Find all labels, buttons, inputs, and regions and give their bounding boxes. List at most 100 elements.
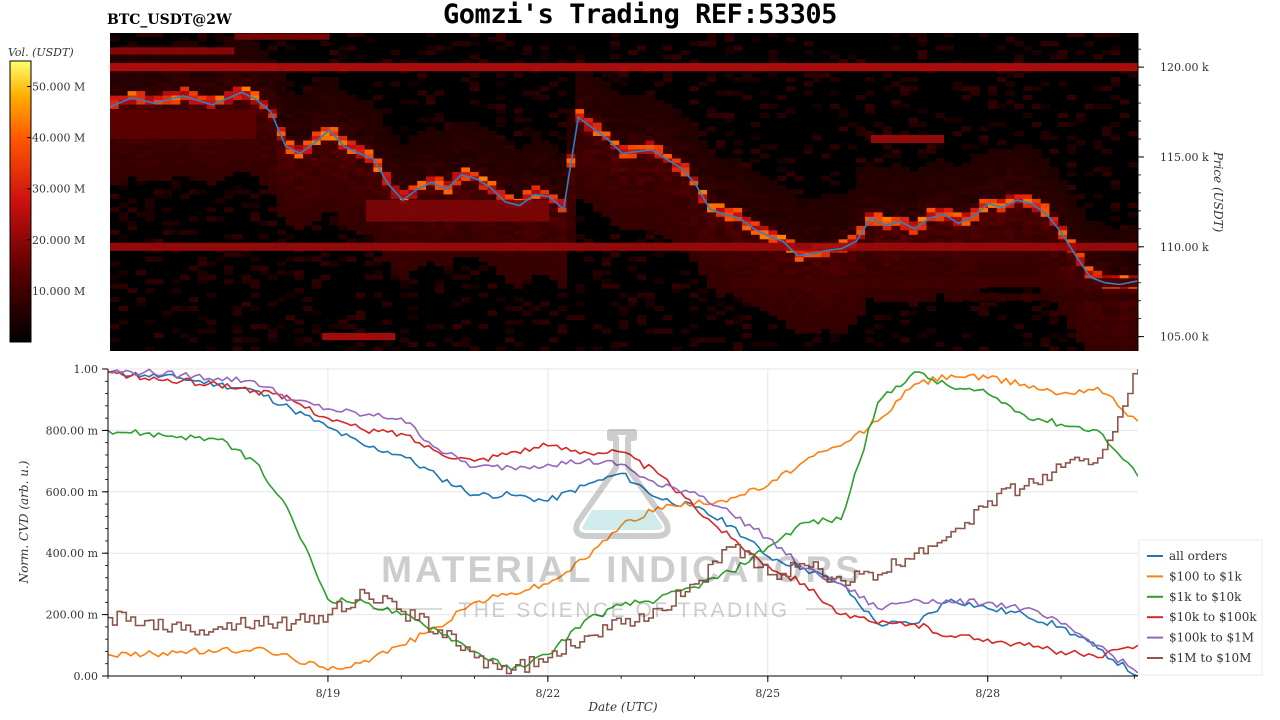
cvd-x-tick-label: 8/19 xyxy=(316,687,341,700)
heatmap-cell xyxy=(856,306,866,312)
heatmap-cell xyxy=(847,207,857,213)
heatmap-cell xyxy=(944,274,954,280)
heatmap-cell xyxy=(996,220,1007,226)
heatmap-cell xyxy=(549,175,559,181)
heatmap-cell xyxy=(636,189,647,195)
heatmap-cell xyxy=(355,216,366,222)
heatmap-cell xyxy=(373,175,383,181)
heatmap-cell xyxy=(136,94,146,101)
heatmap-cell xyxy=(373,121,383,128)
heatmap-cell xyxy=(180,59,190,65)
heatmap-cell xyxy=(241,41,252,47)
heatmap-cell xyxy=(268,162,278,168)
heatmap-cell xyxy=(426,157,436,163)
heatmap-cell xyxy=(838,229,849,235)
heatmap-cell xyxy=(671,153,682,159)
heatmap-cell xyxy=(145,175,155,181)
heatmap-cell xyxy=(663,193,673,199)
heatmap-cell xyxy=(619,171,629,177)
heatmap-cell xyxy=(469,238,480,244)
heatmap-cell xyxy=(759,229,770,235)
heatmap-cell xyxy=(1084,274,1094,280)
heatmap-cell xyxy=(496,166,506,172)
heatmap-cell xyxy=(461,319,471,325)
heatmap-cell xyxy=(698,288,708,294)
heatmap-cell xyxy=(865,166,875,172)
heatmap-cell xyxy=(891,175,901,181)
heatmap-cell xyxy=(847,319,857,325)
heatmap-cell xyxy=(171,279,181,285)
heatmap-cell xyxy=(285,315,295,321)
heatmap-cell xyxy=(461,121,471,128)
heatmap-cell xyxy=(917,225,928,231)
heatmap-cell xyxy=(979,238,989,244)
heatmap-cell xyxy=(118,90,129,96)
heatmap-cell xyxy=(408,59,418,65)
heatmap-cell xyxy=(1049,180,1059,186)
heatmap-cell xyxy=(759,153,770,159)
heatmap-cell xyxy=(768,216,778,222)
heatmap-cell xyxy=(654,139,664,145)
heatmap-cell xyxy=(768,202,778,208)
heatmap-cell xyxy=(847,270,857,276)
heatmap-cell xyxy=(171,229,181,235)
heatmap-cell xyxy=(988,274,998,280)
heatmap-cell xyxy=(1023,157,1033,163)
heatmap-cell xyxy=(373,135,383,141)
heatmap-cell xyxy=(1049,171,1059,177)
heatmap-cell xyxy=(232,50,243,56)
heatmap-cell xyxy=(382,153,392,159)
heatmap-cell xyxy=(399,337,410,343)
heatmap-cell xyxy=(628,130,638,137)
heatmap-cell xyxy=(1093,310,1103,316)
heatmap-cell xyxy=(311,103,322,110)
heatmap-cell xyxy=(935,202,945,208)
heatmap-cell xyxy=(619,108,629,114)
heatmap-cell xyxy=(452,220,462,226)
heatmap-cell xyxy=(768,261,778,267)
heatmap-cell xyxy=(303,162,313,168)
heatmap-cell xyxy=(750,171,761,177)
heatmap-cell xyxy=(707,220,717,226)
heatmap-cell xyxy=(145,59,155,65)
heatmap-cell xyxy=(557,238,568,244)
heatmap-cell xyxy=(908,261,919,267)
heatmap-cell xyxy=(1049,211,1059,217)
heatmap-cell xyxy=(1067,319,1077,325)
heatmap-cell xyxy=(557,256,568,262)
heatmap-cell xyxy=(707,283,717,289)
heatmap-cell xyxy=(329,184,339,190)
heatmap-cell xyxy=(1093,270,1103,276)
heatmap-cell xyxy=(1049,265,1059,271)
heatmap-cell xyxy=(276,72,287,78)
heatmap-cell xyxy=(373,180,383,186)
heatmap-cell xyxy=(162,94,173,101)
heatmap-cell xyxy=(1128,234,1138,240)
heatmap-cell xyxy=(276,193,287,199)
heatmap-cell xyxy=(917,333,928,339)
heatmap-cell xyxy=(821,261,831,267)
heatmap-cell xyxy=(689,207,699,213)
heatmap-cell xyxy=(698,337,708,343)
heatmap-cell xyxy=(1110,319,1121,325)
heatmap-cell xyxy=(426,162,436,168)
heatmap-cell xyxy=(566,148,576,154)
heatmap-cell xyxy=(777,157,787,163)
heatmap-cell xyxy=(1067,315,1077,321)
heatmap-cell xyxy=(671,135,682,141)
heatmap-cell xyxy=(698,153,708,159)
heatmap-cell xyxy=(505,306,515,312)
heatmap-cell xyxy=(461,220,471,226)
heatmap-cell xyxy=(908,121,919,128)
heatmap-cell xyxy=(1110,50,1121,56)
heatmap-cell xyxy=(935,270,945,276)
heatmap-cell xyxy=(311,216,322,222)
heatmap-cell xyxy=(382,301,392,307)
heatmap-cell xyxy=(285,139,295,145)
heatmap-cell xyxy=(1067,148,1077,154)
heatmap-cell xyxy=(671,238,682,244)
heatmap-cell xyxy=(206,216,216,222)
heatmap-cell xyxy=(636,274,647,280)
heatmap-cell xyxy=(733,234,743,240)
heatmap-cell xyxy=(311,256,322,262)
